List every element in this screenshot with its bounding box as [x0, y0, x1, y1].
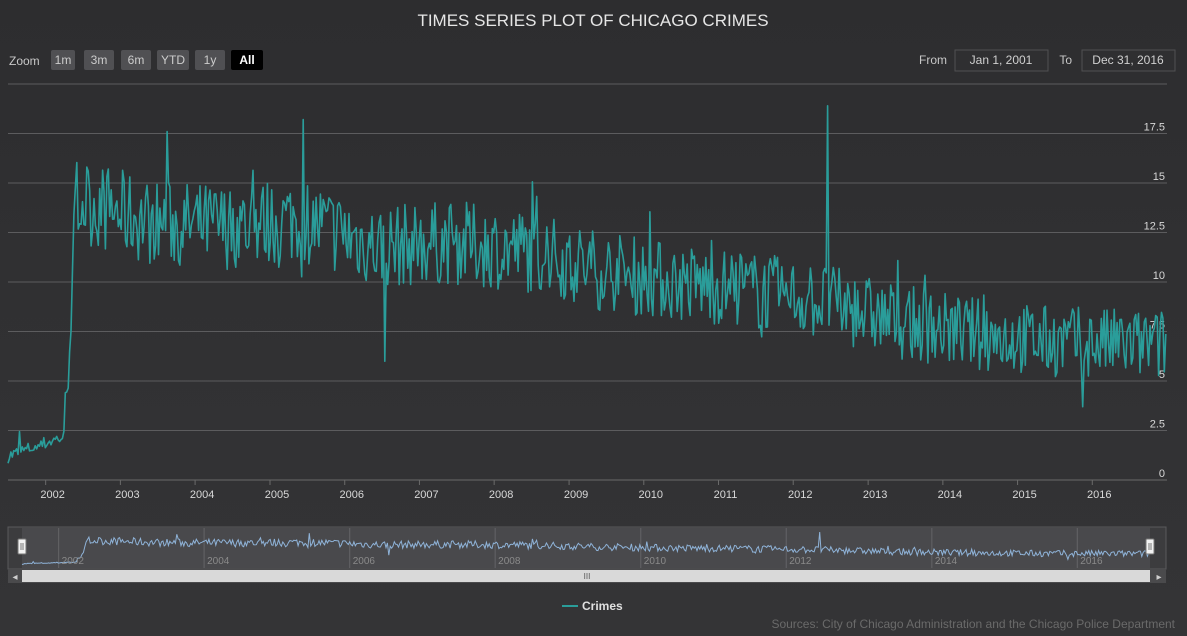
- scrollbar-grip-icon: III: [584, 572, 591, 581]
- range-selector: Zoom 1m 3m 6m YTD 1y All From Jan 1, 2001 To …: [9, 49, 1176, 72]
- zoom-button-1m[interactable]: 1m: [51, 50, 75, 70]
- zoom-button-label: 3m: [91, 53, 108, 67]
- x-tick-label: 2015: [1012, 489, 1036, 501]
- x-tick-label: 2010: [639, 489, 663, 501]
- from-label: From: [919, 53, 947, 67]
- navigator-tick-label: 2004: [207, 556, 230, 567]
- scrollbar-thumb[interactable]: III: [22, 570, 1150, 582]
- zoom-button-label: 1m: [55, 53, 72, 67]
- from-date-input[interactable]: Jan 1, 2001: [954, 49, 1049, 72]
- zoom-button-6m[interactable]: 6m: [121, 50, 151, 70]
- scroll-right-arrow-icon: ▸: [1156, 572, 1161, 583]
- to-label: To: [1059, 53, 1072, 67]
- y-tick-label: 15: [1153, 171, 1165, 183]
- legend-crimes-label[interactable]: Crimes: [582, 599, 623, 613]
- navigator-tick-label: 2006: [353, 556, 376, 567]
- zoom-button-label: All: [239, 53, 254, 67]
- zoom-button-label: 1y: [204, 53, 217, 67]
- zoom-button-ytd[interactable]: YTD: [157, 50, 189, 70]
- y-tick-label: 12.5: [1144, 221, 1165, 233]
- source-credits[interactable]: Sources: City of Chicago Administration …: [771, 617, 1175, 631]
- navigator-tick-label: 2014: [935, 556, 958, 567]
- zoom-button-label: YTD: [161, 53, 185, 67]
- x-tick-label: 2005: [265, 489, 289, 501]
- navigator-axis-labels: 2002 2004 2006 2008 2010 2012 2014 2016: [62, 556, 1103, 567]
- x-axis-ticks: [45, 480, 1093, 485]
- y-tick-label: 5: [1159, 369, 1165, 381]
- scroll-left-arrow-icon: ◂: [12, 572, 17, 583]
- zoom-button-3m[interactable]: 3m: [84, 50, 114, 70]
- to-date-value: Dec 31, 2016: [1092, 53, 1164, 67]
- x-tick-label: 2012: [788, 489, 812, 501]
- x-tick-label: 2014: [938, 489, 962, 501]
- scrollbar[interactable]: ◂ III ▸: [8, 569, 1166, 583]
- navigator-gridlines: [58, 528, 1078, 568]
- zoom-button-label: 6m: [128, 53, 145, 67]
- navigator-tick-label: 2002: [62, 556, 85, 567]
- navigator[interactable]: 2002 2004 2006 2008 2010 2012 2014 2016: [7, 526, 1167, 570]
- scroll-left-button[interactable]: ◂: [8, 569, 22, 583]
- x-axis-labels: 2002 2003 2004 2005 2006 2007 2008 2009 2010 2011…: [40, 489, 1111, 501]
- chart-title: TIMES SERIES PLOT OF CHICAGO CRIMES: [417, 11, 768, 30]
- navigator-selected-range: [22, 528, 1150, 568]
- x-tick-label: 2002: [40, 489, 64, 501]
- navigator-right-handle[interactable]: [1145, 538, 1155, 555]
- navigator-left-handle[interactable]: [17, 538, 27, 555]
- scroll-right-button[interactable]: ▸: [1152, 569, 1166, 583]
- x-tick-label: 2007: [414, 489, 438, 501]
- crimes-series-line: [7, 105, 1167, 464]
- legend[interactable]: Crimes: [562, 599, 623, 613]
- y-tick-label: 17.5: [1144, 122, 1165, 134]
- x-tick-label: 2011: [714, 489, 738, 501]
- x-tick-label: 2008: [489, 489, 513, 501]
- navigator-tick-label: 2012: [789, 556, 812, 567]
- zoom-label: Zoom: [9, 54, 40, 68]
- y-tick-label: 2.5: [1150, 419, 1165, 431]
- y-tick-label: 10: [1153, 270, 1165, 282]
- x-tick-label: 2003: [115, 489, 139, 501]
- to-date-input[interactable]: Dec 31, 2016: [1081, 49, 1176, 72]
- x-tick-label: 2013: [863, 489, 887, 501]
- navigator-tick-label: 2016: [1080, 556, 1103, 567]
- x-tick-label: 2004: [190, 489, 214, 501]
- x-tick-label: 2006: [339, 489, 363, 501]
- x-tick-label: 2009: [564, 489, 588, 501]
- x-tick-label: 2016: [1087, 489, 1111, 501]
- navigator-series-line: [21, 531, 1150, 565]
- from-date-value: Jan 1, 2001: [970, 53, 1033, 67]
- zoom-button-all[interactable]: All: [231, 50, 263, 70]
- zoom-buttons: 1m 3m 6m YTD 1y All: [51, 50, 263, 70]
- navigator-tick-label: 2008: [498, 556, 521, 567]
- navigator-tick-label: 2010: [644, 556, 667, 567]
- navigator-background: [7, 526, 1167, 570]
- y-tick-label: 0: [1159, 468, 1165, 480]
- zoom-button-1y[interactable]: 1y: [195, 50, 225, 70]
